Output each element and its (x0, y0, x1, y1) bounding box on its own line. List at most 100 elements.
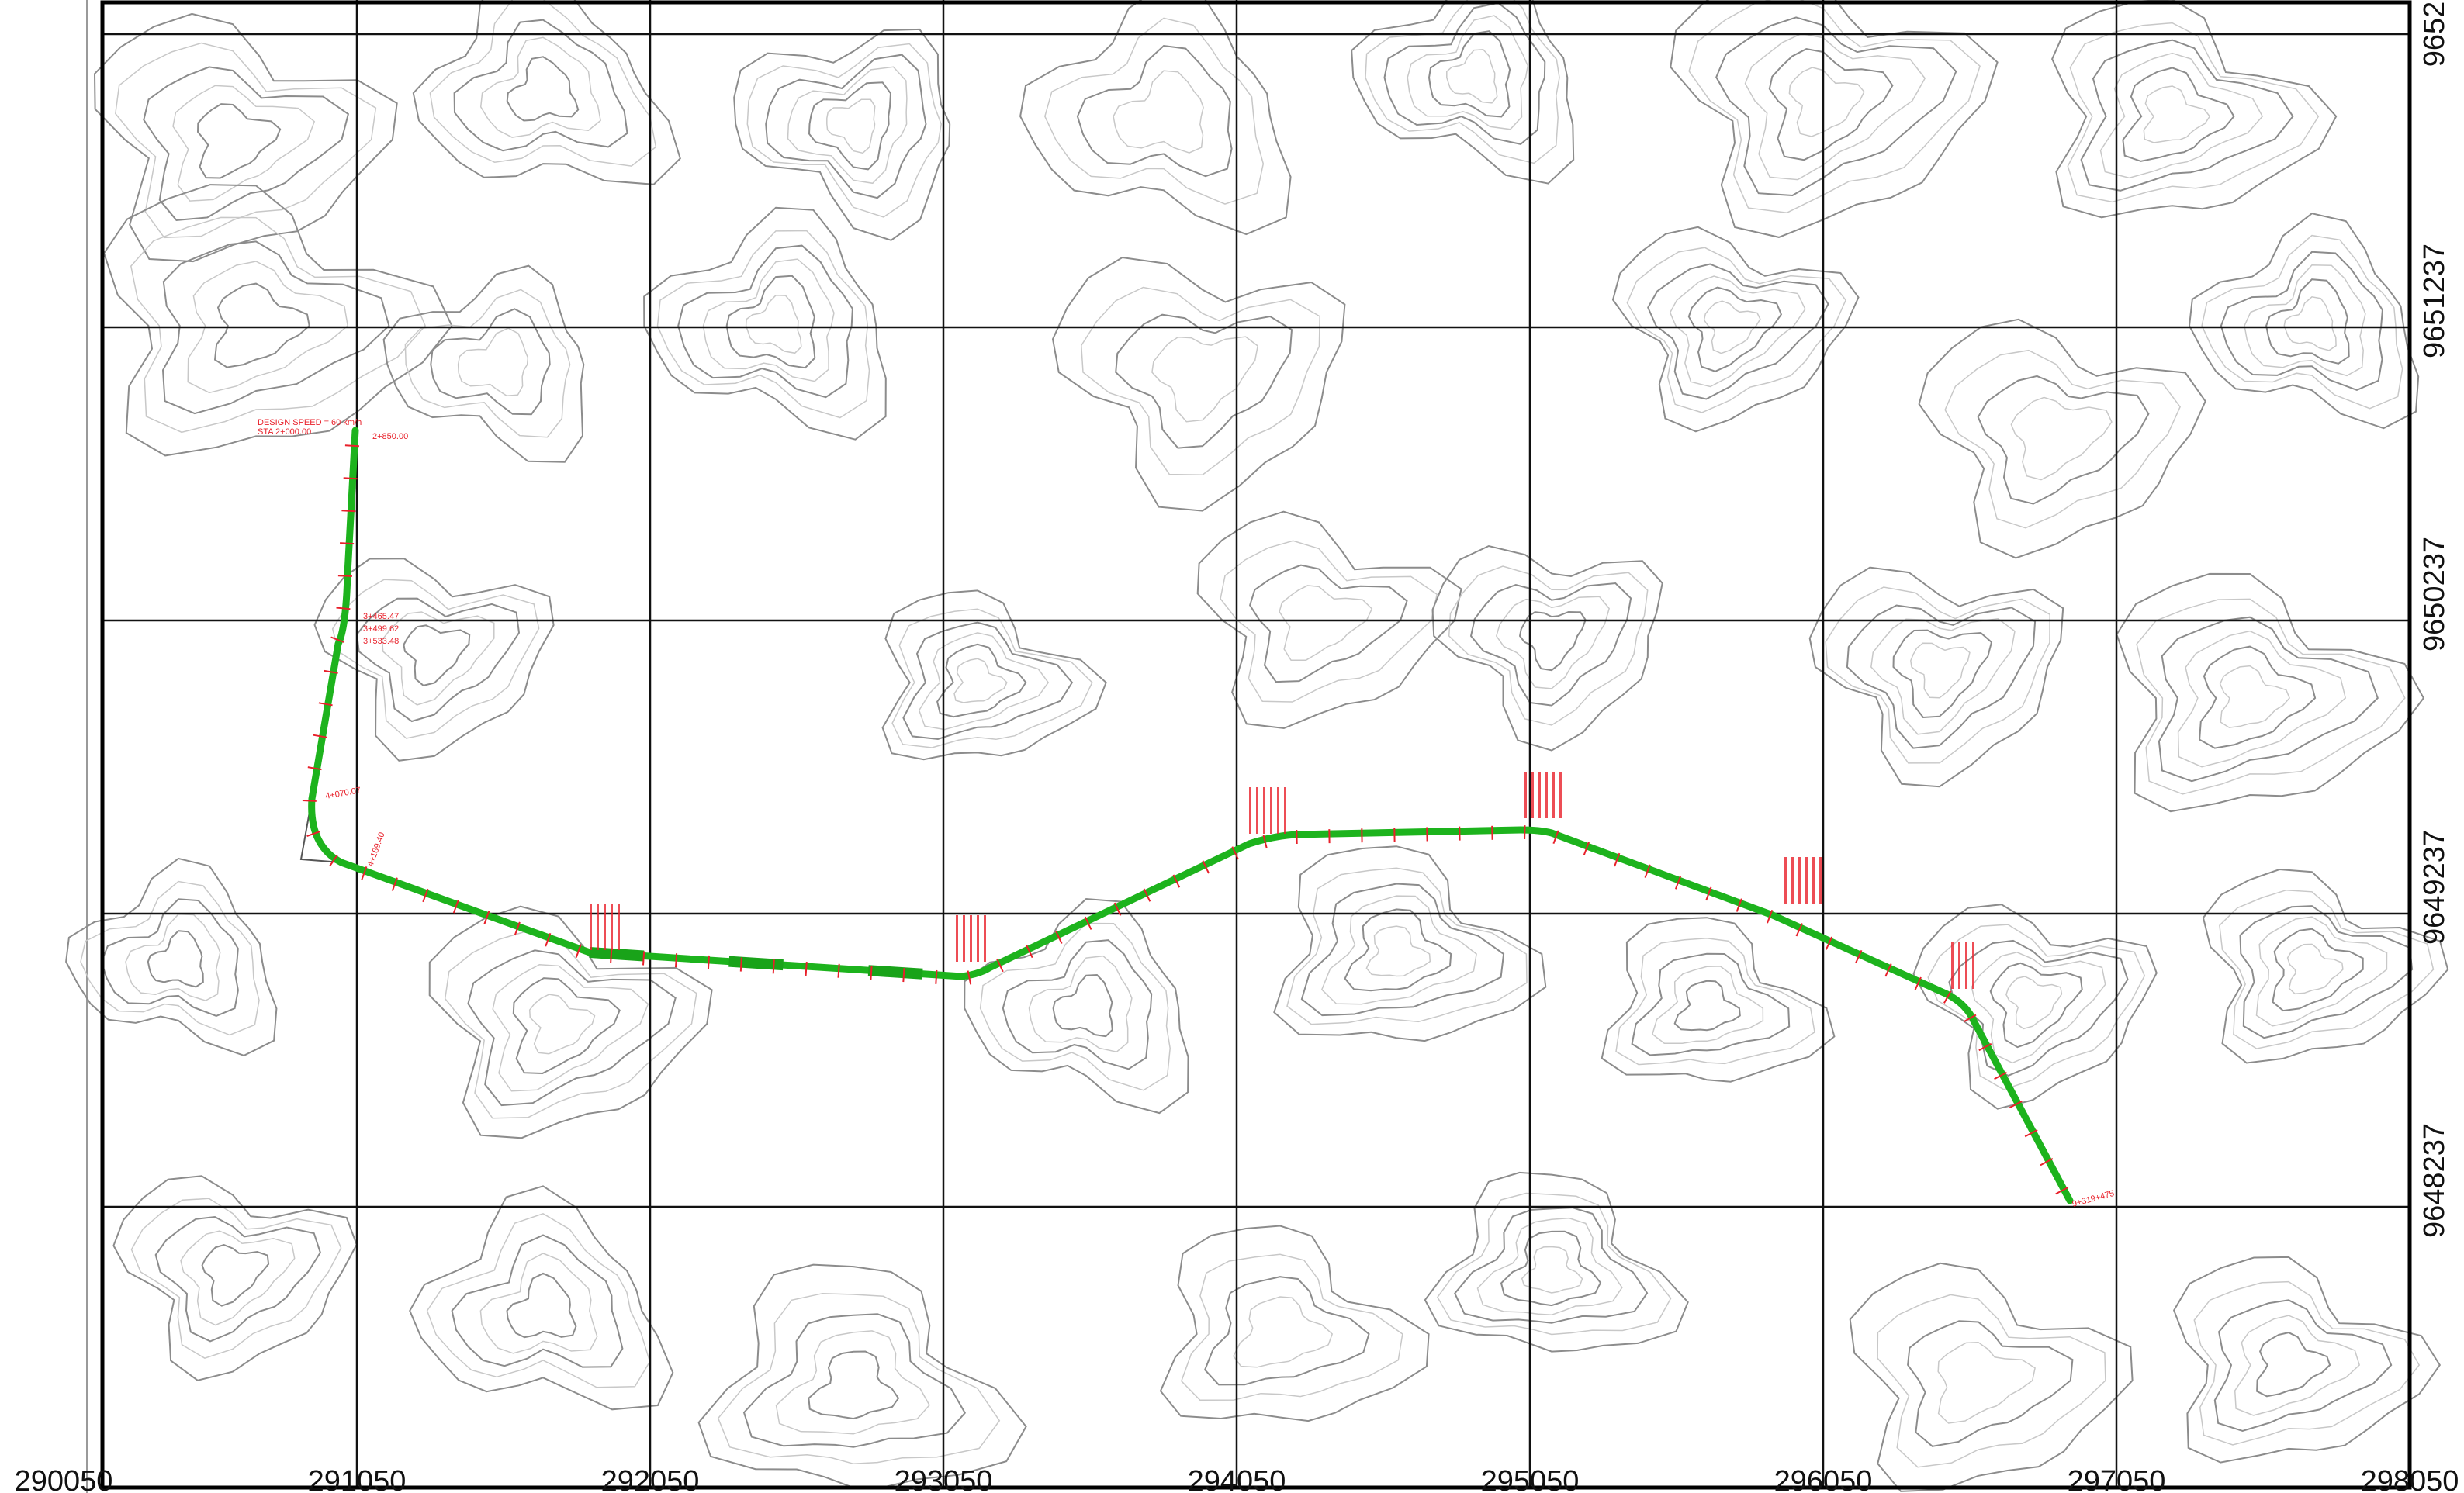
contour-line (180, 1230, 296, 1326)
station-tick (1963, 1014, 1977, 1023)
station-tick (1978, 1042, 1992, 1052)
contour-line (902, 621, 1074, 741)
contour-line (404, 289, 571, 438)
curve-label-clusters (590, 772, 1974, 989)
contour-line (1768, 48, 1894, 161)
alignment-offset-line (299, 798, 342, 863)
contour-line (2220, 251, 2383, 391)
design-speed-label: DESIGN SPEED = 60 km/h (258, 418, 362, 427)
station-tick (337, 575, 352, 577)
contour-line (2051, 0, 2338, 219)
curve-label-mark (1951, 942, 1954, 989)
contour-line (506, 1272, 577, 1339)
station-tick (1054, 930, 1063, 945)
station-tick (343, 477, 358, 480)
curve-label-mark (977, 915, 979, 962)
contour-line (457, 327, 529, 397)
station-tick (1767, 909, 1774, 924)
x-tick-label: 292050 (601, 1465, 700, 1493)
station-tick (2055, 1187, 2069, 1195)
contour-line (1971, 952, 2106, 1064)
station-tick (1914, 976, 1922, 990)
station-tick (1884, 963, 1892, 977)
contour-line (1495, 596, 1611, 689)
x-tick-label: 297050 (2068, 1465, 2166, 1493)
contour-line (426, 1212, 651, 1388)
contour-line (1877, 1294, 2106, 1468)
contour-line (1687, 286, 1783, 372)
curve-label-mark (1559, 772, 1562, 818)
station-tick (1736, 898, 1742, 912)
contour-line (143, 66, 350, 221)
contour-line (775, 1330, 930, 1435)
curve-label-mark (1805, 857, 1808, 904)
station-tick (330, 636, 344, 643)
station-tick (1202, 860, 1210, 874)
contour-line (213, 282, 310, 368)
contour-line (2213, 1299, 2393, 1433)
contour-line (1846, 604, 2037, 749)
contour-line (1446, 49, 1498, 104)
station-tick (1614, 852, 1621, 867)
contour-line (429, 0, 657, 167)
contour-line (2244, 264, 2366, 377)
contour-line (1631, 952, 1791, 1056)
station-tick (2024, 1129, 2038, 1138)
contour-line (1320, 895, 1477, 1005)
station-tick (675, 953, 678, 968)
contour-line (1365, 925, 1431, 977)
curve-label-mark (1277, 787, 1279, 834)
contour-line (187, 261, 349, 394)
curve-label-mark (984, 915, 986, 962)
curve-label-mark (956, 915, 958, 962)
contour-line (313, 558, 555, 762)
contour-line (1437, 1192, 1672, 1336)
curve-label-mark (1545, 772, 1548, 818)
contour-line (1937, 1341, 2036, 1424)
contour-line (2116, 572, 2425, 813)
contour-line (1808, 566, 2064, 788)
contour-line (742, 1313, 967, 1448)
contour-line (2158, 616, 2379, 783)
contour-line (2256, 1332, 2331, 1398)
contour-line (725, 275, 816, 369)
contour-line (979, 922, 1171, 1091)
contour-line (356, 597, 521, 723)
station-tick (1172, 874, 1181, 888)
curve-label-mark (597, 904, 599, 950)
curve-label-mark (1972, 942, 1974, 989)
contour-line (765, 54, 927, 199)
station-tick (329, 854, 338, 867)
contour-line (2201, 234, 2403, 410)
contour-line (130, 1198, 342, 1360)
contour-line (1203, 1276, 1370, 1386)
y-tick-label: 9652 (2418, 2, 2451, 67)
contour-line (2099, 52, 2264, 179)
pc1-label: 3+465.47 (363, 612, 399, 621)
station-tick (302, 800, 317, 802)
contour-line (1703, 300, 1761, 354)
contour-line (1910, 642, 1971, 699)
y-tick-label: 9648237 (2418, 1123, 2451, 1238)
contour-line (1849, 1262, 2134, 1492)
curve-label-mark (1791, 857, 1794, 904)
contour-line (787, 66, 908, 185)
x-tick-label: 294050 (1188, 1465, 1286, 1493)
contour-line (147, 930, 204, 988)
contour-line (1670, 0, 1999, 238)
contour-line (2219, 665, 2290, 728)
contour-line (1407, 15, 1529, 130)
alignment-centerline[interactable] (308, 427, 2074, 1204)
station-tick (2009, 1100, 2023, 1109)
road-alignment[interactable] (299, 427, 2074, 1204)
station-tick (483, 911, 490, 924)
contour-line (102, 184, 453, 457)
contour-line (2193, 1280, 2421, 1446)
station-tick (1026, 944, 1033, 959)
contour-line (1500, 1230, 1602, 1307)
contour-line (1601, 917, 1836, 1083)
contour-line (2172, 1256, 2442, 1464)
contour-lines (65, 0, 2449, 1492)
